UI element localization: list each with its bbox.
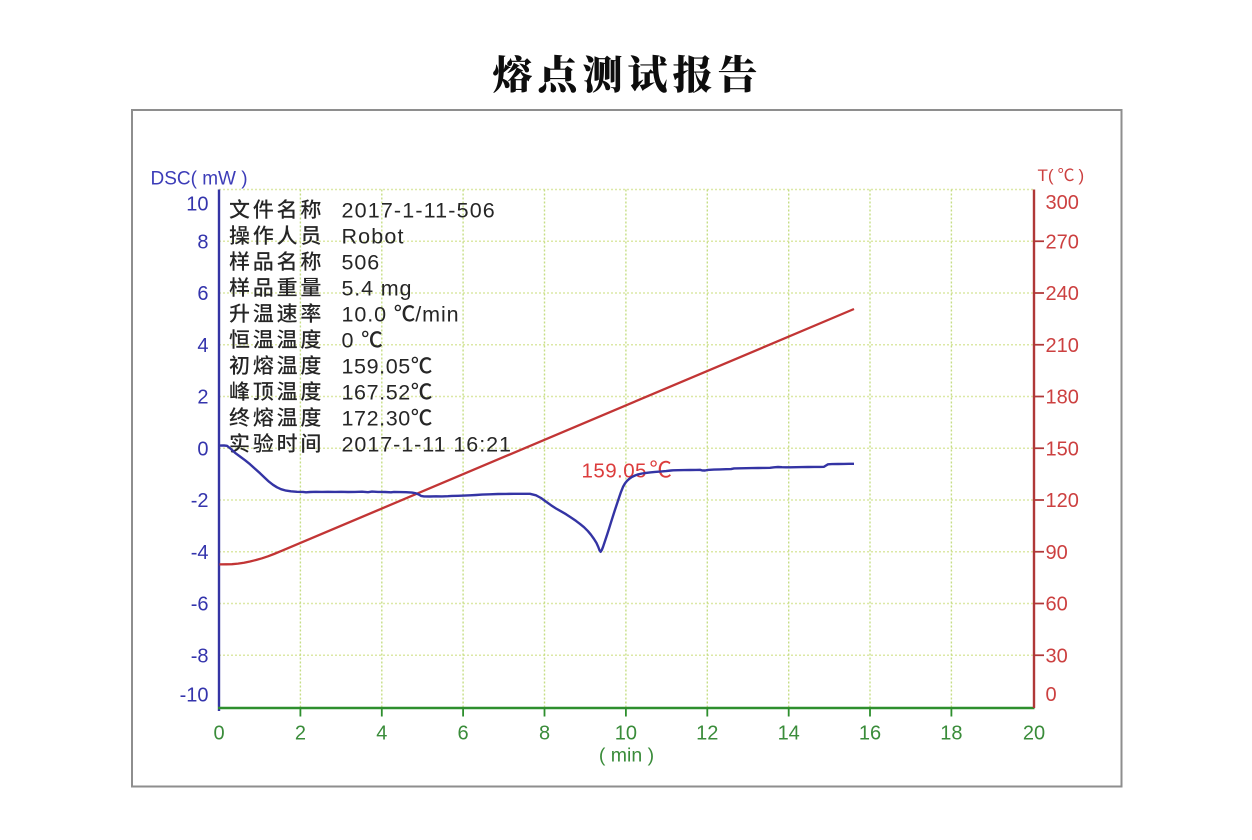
svg-text:2017-1-11-506: 2017-1-11-506 — [342, 198, 496, 222]
svg-text:4: 4 — [197, 335, 208, 357]
svg-text:506: 506 — [342, 250, 381, 274]
svg-text:300: 300 — [1046, 192, 1079, 214]
svg-text:2: 2 — [295, 722, 306, 744]
svg-text:210: 210 — [1046, 335, 1079, 357]
svg-text:0: 0 — [342, 328, 355, 352]
svg-text:8: 8 — [539, 722, 550, 744]
svg-text:16: 16 — [859, 722, 881, 744]
svg-text:-6: -6 — [191, 594, 209, 616]
svg-text:Robot: Robot — [342, 224, 405, 248]
svg-text:10.0: 10.0 — [342, 302, 387, 326]
svg-text:): ) — [1079, 166, 1085, 185]
svg-text:10: 10 — [615, 722, 637, 744]
svg-text:5.4 mg: 5.4 mg — [342, 276, 413, 300]
svg-text:4: 4 — [376, 722, 387, 744]
svg-text:0: 0 — [197, 438, 208, 460]
svg-text:2: 2 — [197, 387, 208, 409]
svg-text:-4: -4 — [191, 542, 209, 564]
svg-text:2017-1-11 16:21: 2017-1-11 16:21 — [342, 432, 512, 456]
svg-text:240: 240 — [1046, 283, 1079, 305]
svg-text:0: 0 — [1046, 684, 1057, 706]
svg-text:159.05: 159.05 — [342, 354, 411, 378]
svg-text:0: 0 — [213, 722, 224, 744]
svg-text:180: 180 — [1046, 387, 1079, 409]
svg-text:6: 6 — [458, 722, 469, 744]
svg-text:172.30: 172.30 — [342, 406, 411, 430]
svg-text:6: 6 — [197, 283, 208, 305]
svg-text:-2: -2 — [191, 490, 209, 512]
svg-text:( min ): ( min ) — [599, 745, 654, 767]
svg-text:90: 90 — [1046, 542, 1068, 564]
svg-text:12: 12 — [696, 722, 718, 744]
svg-text:14: 14 — [778, 722, 800, 744]
svg-text:8: 8 — [197, 231, 208, 253]
svg-text:-8: -8 — [191, 646, 209, 668]
svg-text:-10: -10 — [180, 685, 209, 707]
svg-text:10: 10 — [186, 194, 208, 216]
svg-text:150: 150 — [1046, 438, 1079, 460]
svg-text:30: 30 — [1046, 646, 1068, 668]
svg-text:167.52: 167.52 — [342, 380, 411, 404]
svg-text:120: 120 — [1046, 490, 1079, 512]
svg-text:DSC( mW ): DSC( mW ) — [151, 169, 248, 190]
svg-text:270: 270 — [1046, 231, 1079, 253]
svg-text:18: 18 — [940, 722, 962, 744]
svg-text:/min: /min — [415, 302, 459, 326]
svg-text:20: 20 — [1023, 722, 1045, 744]
svg-text:159.05: 159.05 — [582, 460, 647, 483]
svg-text:T(: T( — [1038, 166, 1054, 185]
svg-text:60: 60 — [1046, 594, 1068, 616]
